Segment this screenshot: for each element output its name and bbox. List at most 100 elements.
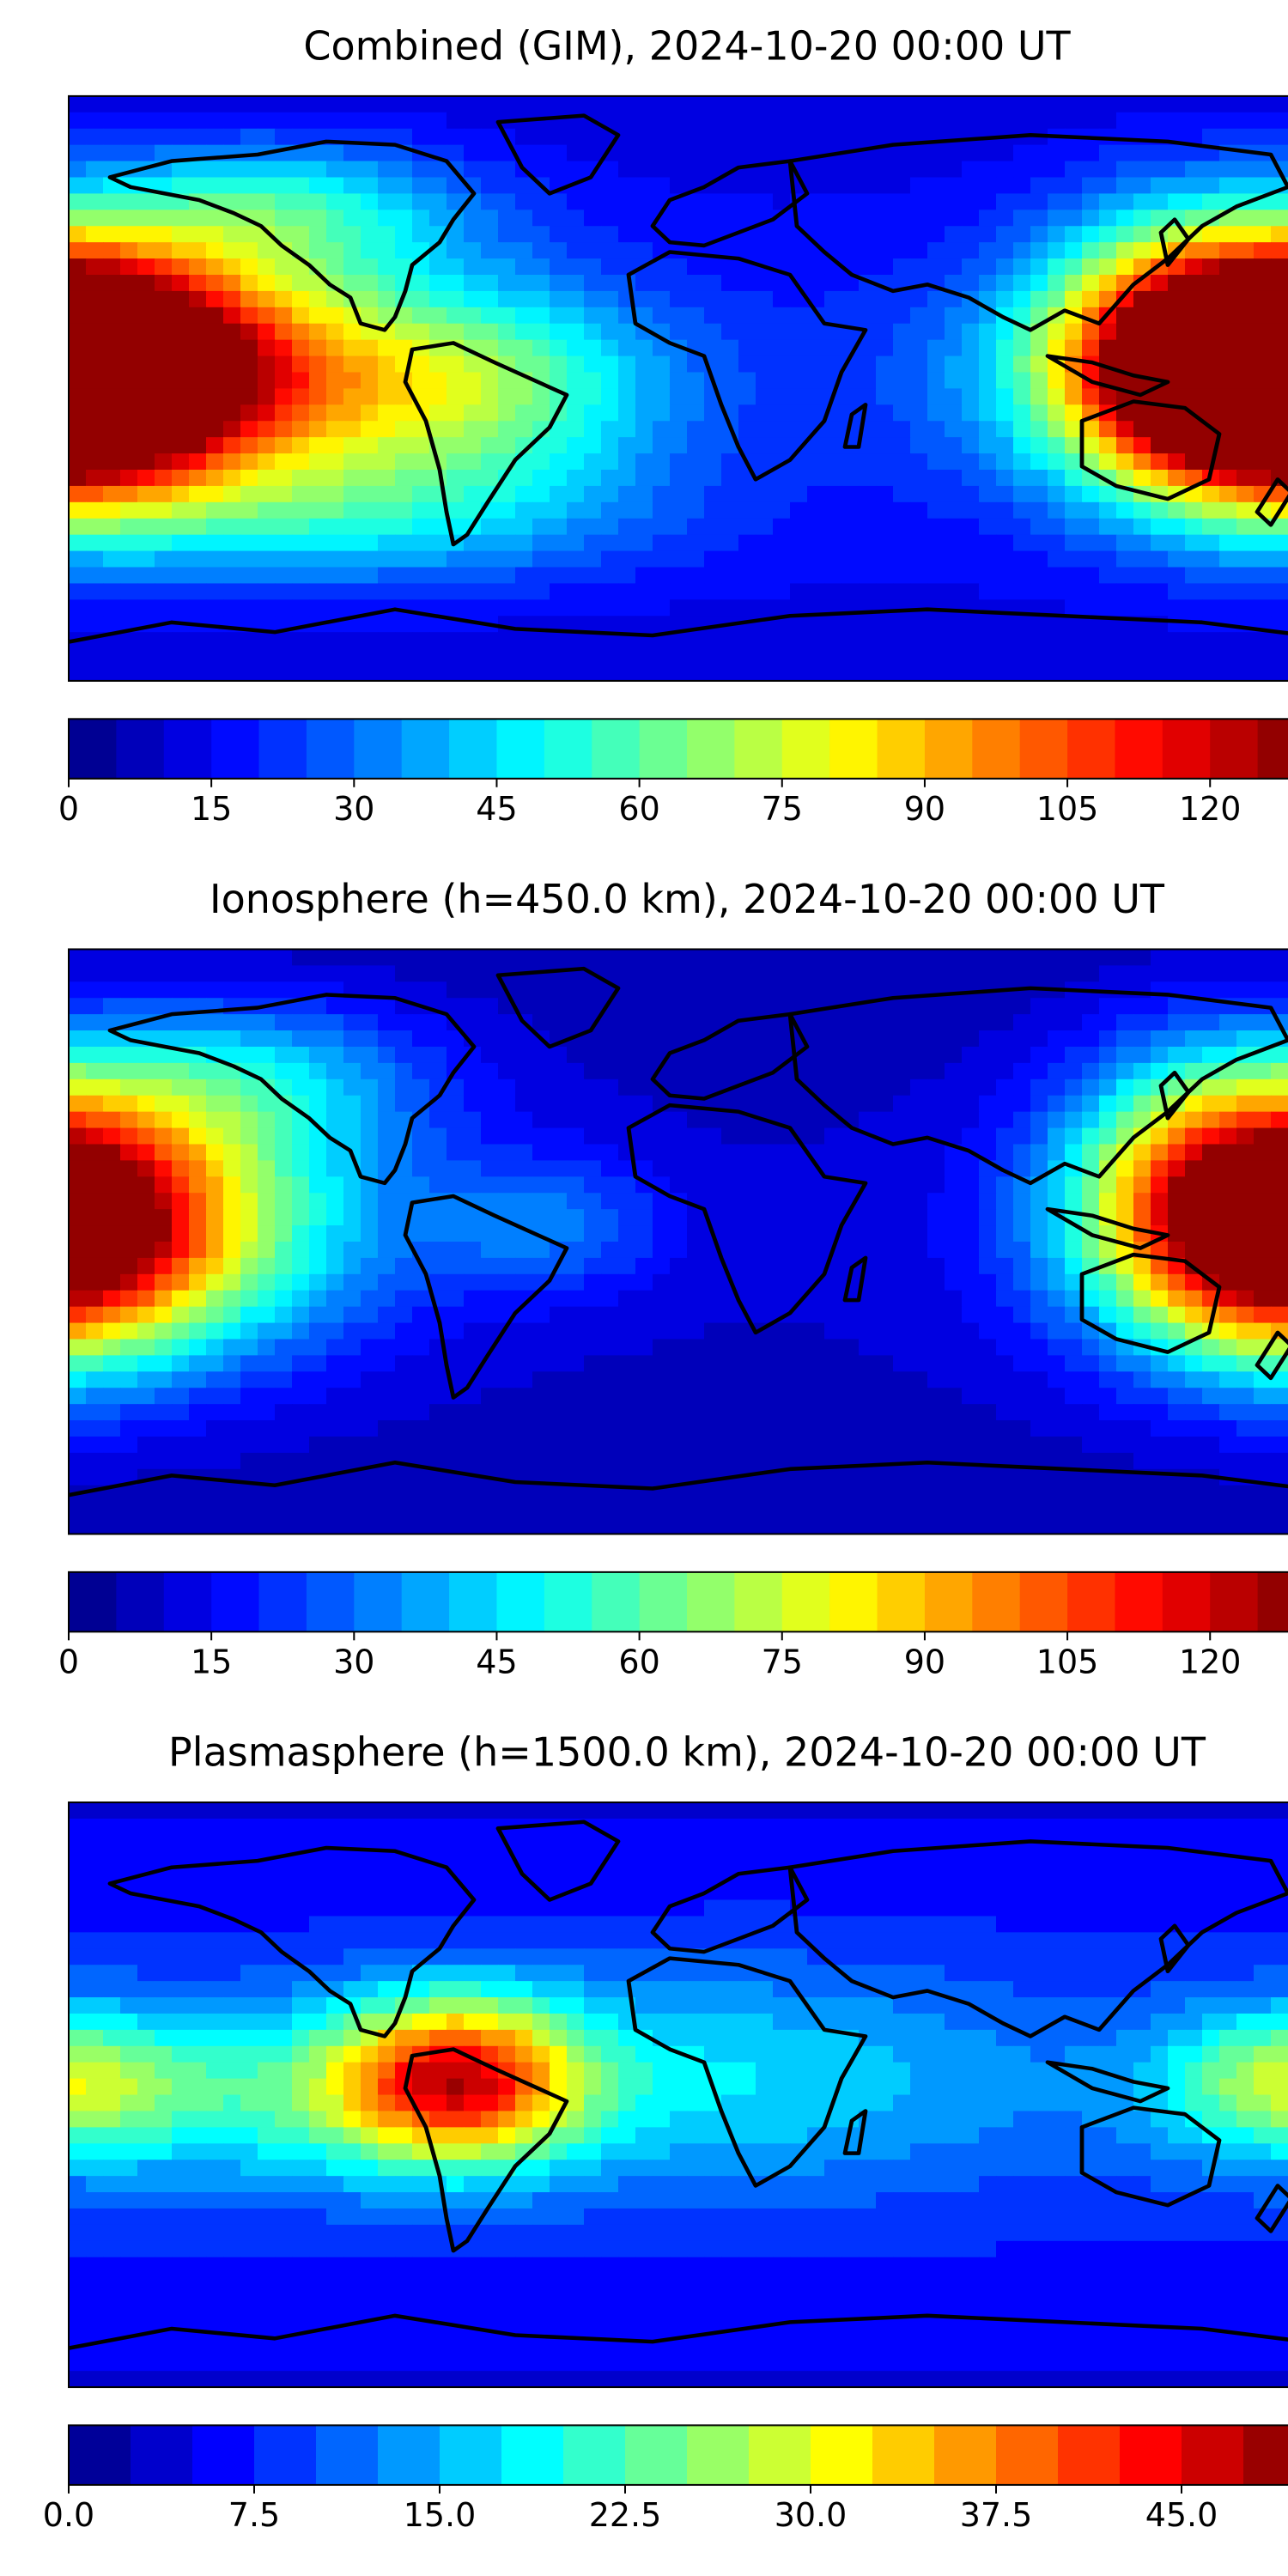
colorbar-segment [1243,2425,1288,2485]
colorbar-segment [972,1571,1021,1632]
colorbar-segment [131,2425,193,2485]
colorbar-frame [68,2424,1288,2486]
colorbar-segment [69,719,117,779]
colorbar-tick-label: 45.0 [1145,2496,1218,2534]
colorbar-segment [934,2425,997,2485]
colorbar-tick-label: 60 [618,1643,659,1681]
colorbar-segment [1182,2425,1244,2485]
colorbar-tick-label: 45 [476,790,517,828]
colorbar-tick-label: 75 [762,790,803,828]
colorbar-segment [749,2425,811,2485]
colorbar-segment [625,2425,688,2485]
colorbar-segment [592,1571,641,1632]
colorbar-tick-label: 0 [58,790,79,828]
colorbar-segment [877,719,926,779]
colorbar-tick-label: 15 [191,790,232,828]
colorbar-segment [258,1571,307,1632]
colorbar-segment [69,1571,117,1632]
colorbar-tick-label: 120 [1179,790,1242,828]
colorbar-segment [211,719,260,779]
colorbar-segment [1257,719,1288,779]
colorbar-segment [734,719,783,779]
colorbar-segment [306,719,355,779]
colorbar-frame [68,1571,1288,1633]
colorbar-segment [163,1571,212,1632]
colorbar-tick-label: 37.5 [960,2496,1033,2534]
colorbar-segment [1115,719,1163,779]
colorbar: 0 15 30 45 60 75 90 105 120 [58,1571,1288,1681]
colorbar-segment [401,1571,450,1632]
colorbar-tick-label: 15 [191,1643,232,1681]
colorbar-segment [563,2425,626,2485]
colorbar-tick-label: 30.0 [775,2496,848,2534]
colorbar-segment [544,1571,592,1632]
colorbar-segment [116,719,165,779]
panel-1: Combined (GIM), 2024-10-20 00:00 UT 0 15 30… [58,22,1288,828]
colorbar-tick-label: 105 [1036,790,1099,828]
colorbar-segment [306,1571,355,1632]
colorbar-segment [116,1571,165,1632]
colorbar-tick-label: 105 [1036,1643,1099,1681]
colorbar-segment [544,719,592,779]
colorbar-segment [496,719,545,779]
panel-3: Plasmasphere (h=1500.0 km), 2024-10-20 0… [43,1729,1288,2534]
colorbar-segment [211,1571,260,1632]
colorbar-segment [734,1571,783,1632]
colorbar-segment [1257,1571,1288,1632]
colorbar-segment [972,719,1021,779]
map-frame [68,94,1288,682]
colorbar-tick-label: 90 [904,790,945,828]
colorbar-tick-label: 15.0 [404,2496,477,2534]
map-frame [68,948,1288,1535]
colorbar-tick-label: 45 [476,1643,517,1681]
colorbar-segment [501,2425,564,2485]
colorbar-segment [877,1571,926,1632]
colorbar-segment [401,719,450,779]
colorbar-segment [872,2425,935,2485]
colorbar: 0 15 30 45 60 75 90 105 120 [58,718,1288,828]
colorbar: 0.0 7.5 15.0 22.5 30.0 37.5 45.0 [43,2424,1288,2534]
colorbar-segment [811,2425,873,2485]
colorbar-segment [687,719,735,779]
colorbar-segment [440,2425,502,2485]
colorbar-segment [1019,1571,1068,1632]
colorbar-segment [1162,719,1211,779]
colorbar-segment [163,719,212,779]
map-frame [68,1801,1288,2389]
colorbar-segment [639,1571,688,1632]
map-field [69,949,1288,1535]
panel-title: Plasmasphere (h=1500.0 km), 2024-10-20 0… [168,1729,1206,1776]
colorbar-segment [781,1571,830,1632]
colorbar-tick-label: 90 [904,1643,945,1681]
colorbar-segment [924,1571,973,1632]
colorbar-segment [996,2425,1059,2485]
colorbar-segment [687,1571,735,1632]
colorbar-segment [1120,2425,1182,2485]
colorbar-segment [639,719,688,779]
colorbar-segment [1210,719,1259,779]
colorbar-segment [1019,719,1068,779]
colorbar-segment [192,2425,255,2485]
colorbar-segment [829,719,878,779]
map-field [69,95,1288,682]
colorbar-segment [316,2425,379,2485]
colorbar-segment [69,2425,131,2485]
colorbar-segment [687,2425,750,2485]
colorbar-segment [1210,1571,1259,1632]
colorbar-segment [1058,2425,1121,2485]
colorbar-segment [924,719,973,779]
colorbar-segment [354,719,403,779]
colorbar-segment [496,1571,545,1632]
colorbar-tick-label: 30 [333,1643,374,1681]
colorbar-segment [1162,1571,1211,1632]
colorbar-segment [592,719,641,779]
colorbar-tick-label: 60 [618,790,659,828]
map-field [69,1802,1288,2388]
colorbar-segment [781,719,830,779]
colorbar-segment [1067,1571,1115,1632]
panel-2: Ionosphere (h=450.0 km), 2024-10-20 00:0… [58,876,1288,1681]
colorbar-segment [829,1571,878,1632]
colorbar-segment [1067,719,1115,779]
colorbar-segment [254,2425,317,2485]
